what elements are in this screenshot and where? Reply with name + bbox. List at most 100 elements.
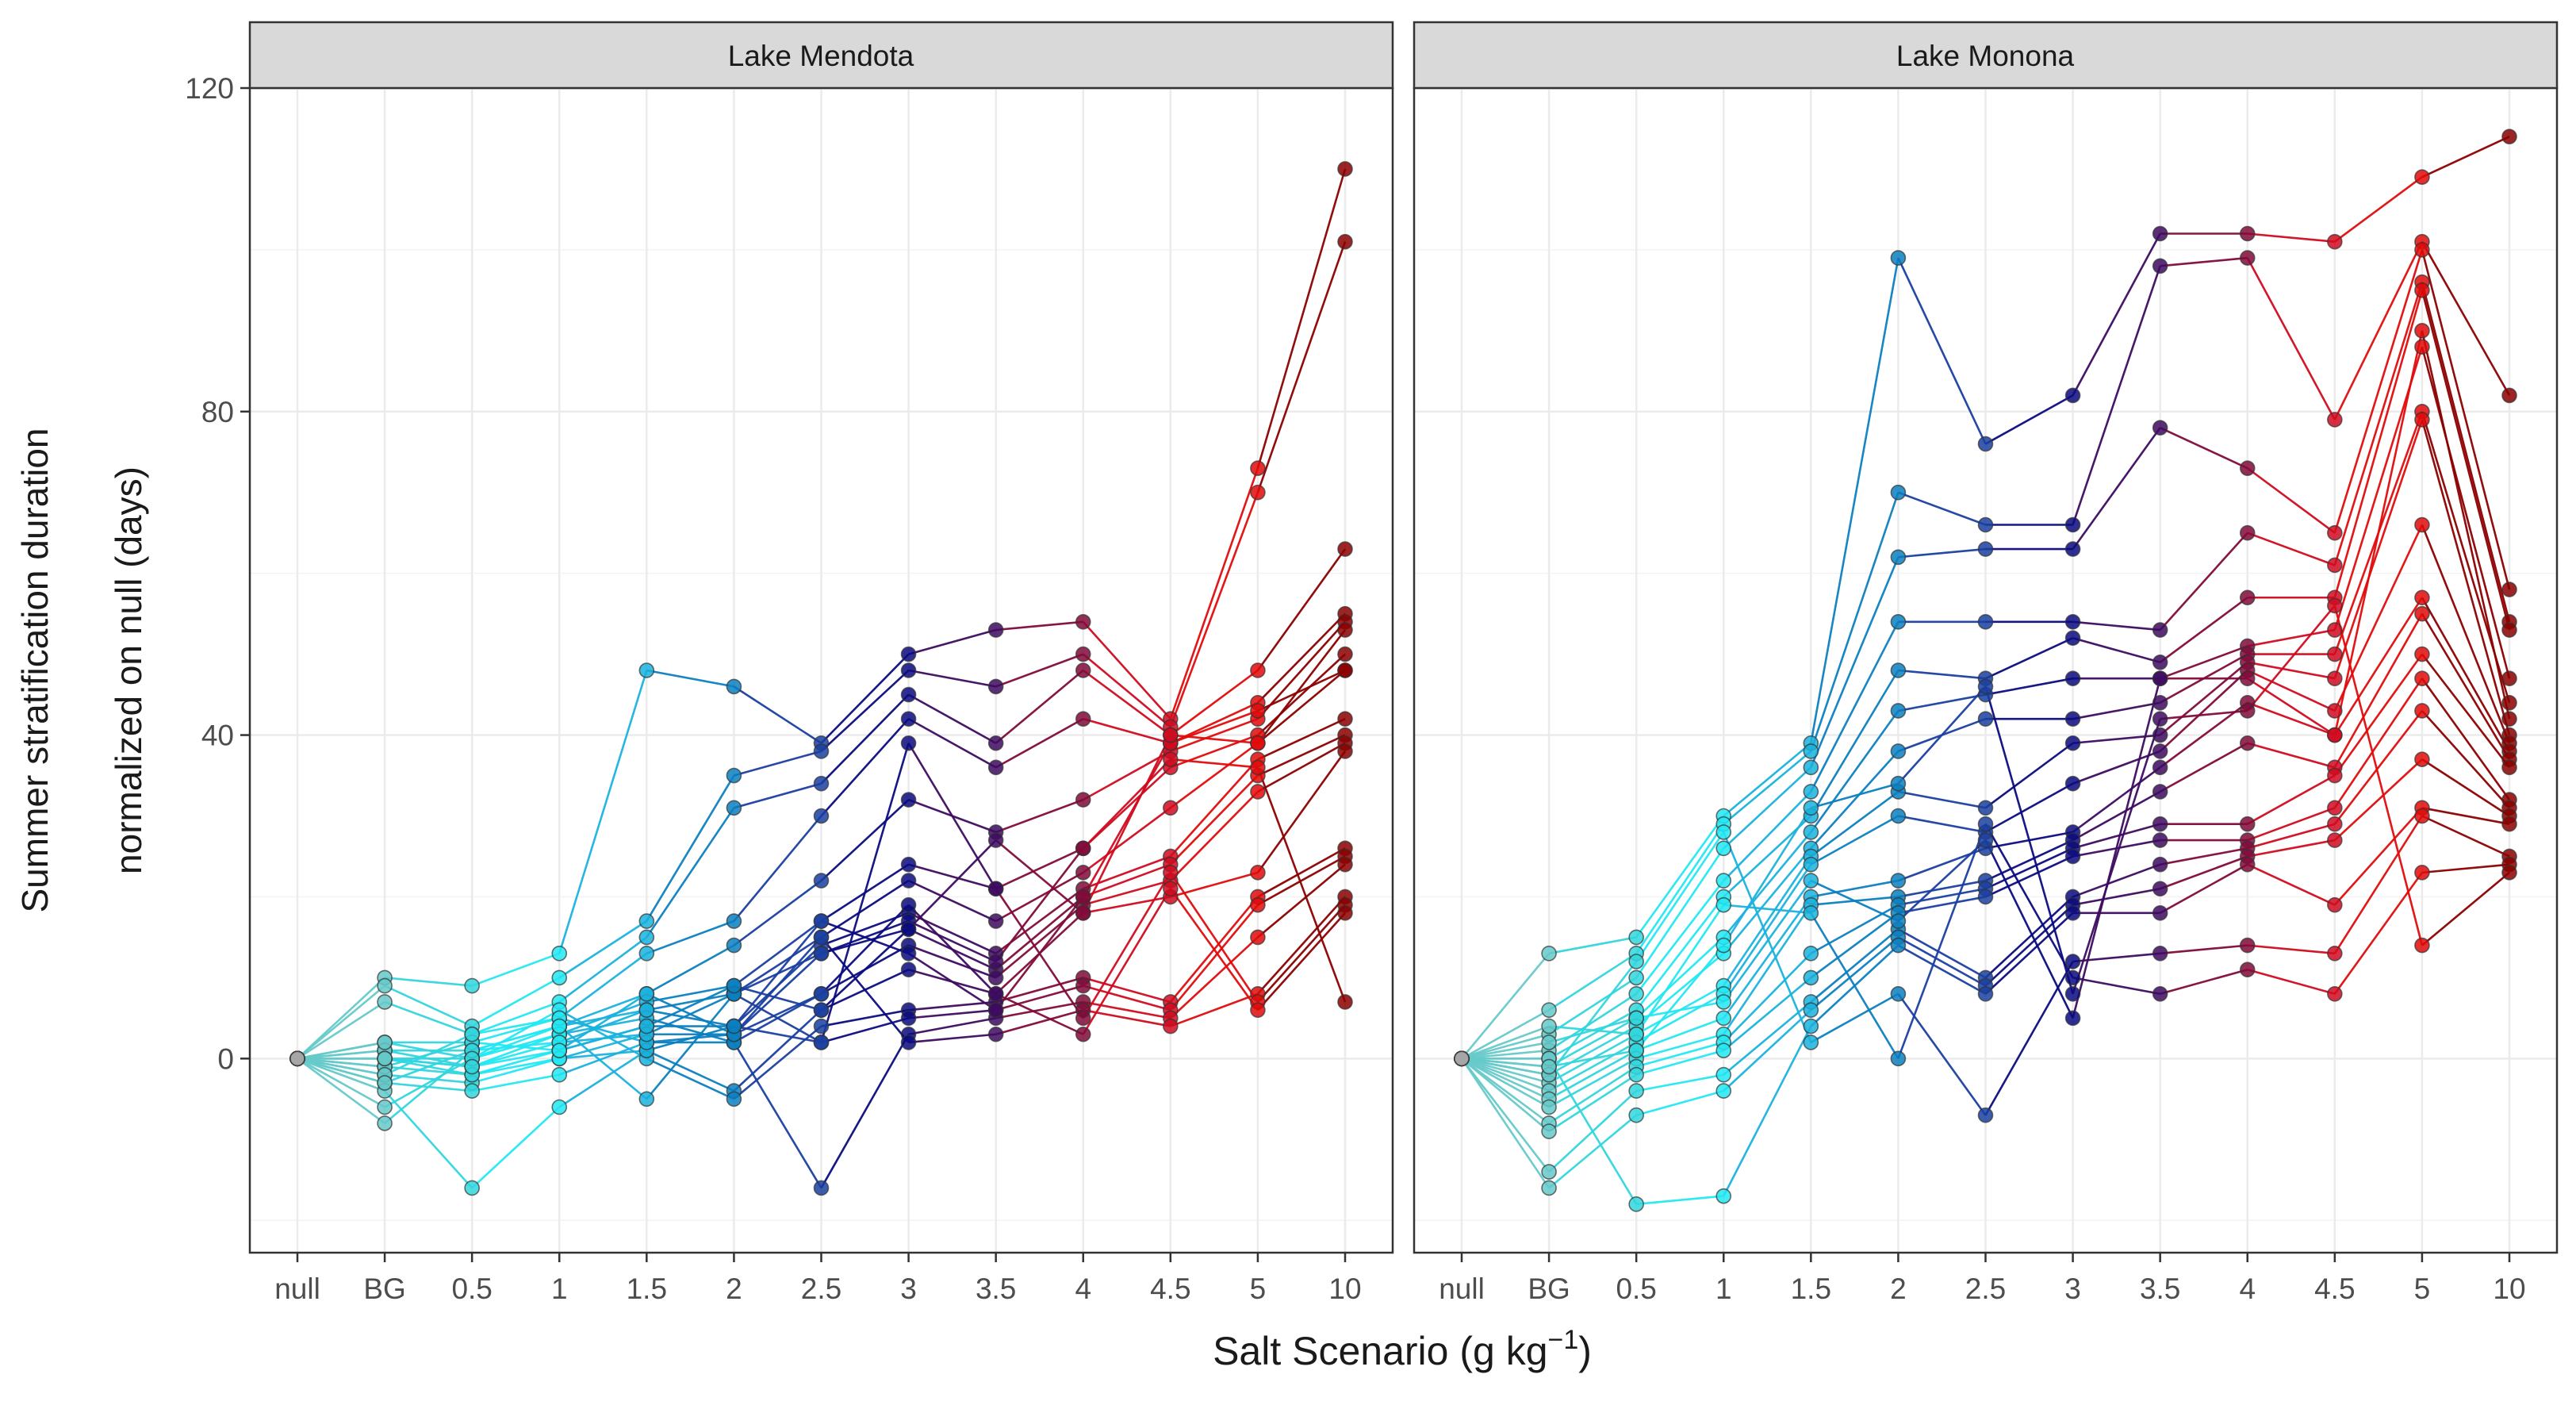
series-line	[907, 904, 997, 995]
data-point	[2501, 670, 2517, 686]
series-line	[1256, 766, 1347, 1003]
series-line	[471, 1025, 560, 1060]
data-point	[2152, 655, 2168, 670]
series-line	[2072, 232, 2161, 397]
series-line	[995, 896, 1084, 1011]
data-point	[551, 1018, 568, 1035]
data-point	[2152, 743, 2168, 759]
series-line	[1984, 394, 2074, 445]
series-line	[2160, 863, 2248, 914]
data-point	[2414, 412, 2430, 428]
data-point	[2239, 962, 2256, 977]
series-line	[2247, 839, 2336, 858]
series-line	[1897, 944, 1987, 995]
series-line	[1898, 693, 1986, 712]
data-point	[1075, 1026, 1091, 1042]
data-point	[2152, 225, 2168, 242]
series-line	[471, 1017, 560, 1036]
data-point	[1337, 541, 1353, 557]
data-point	[2501, 816, 2517, 832]
x-tick-label: 5	[2414, 1273, 2431, 1305]
series-line	[1635, 1017, 1724, 1052]
series-line	[908, 628, 997, 655]
data-point	[1163, 751, 1179, 767]
data-point	[900, 735, 917, 751]
series-line	[1723, 1025, 1812, 1197]
data-point	[1715, 873, 1732, 889]
data-point	[1337, 233, 1353, 250]
series-line	[471, 1073, 560, 1092]
data-point	[2414, 646, 2430, 662]
data-point	[2327, 412, 2343, 428]
series-line	[1985, 677, 2073, 696]
data-point	[2152, 985, 2168, 1002]
data-point	[2327, 985, 2343, 1002]
series-line	[1897, 685, 1987, 785]
series-line	[2333, 605, 2424, 946]
data-point	[900, 896, 917, 913]
series-line	[1984, 823, 2074, 979]
data-point	[1977, 436, 1994, 452]
series-line	[820, 693, 910, 785]
data-point	[1250, 484, 1266, 501]
data-point	[987, 985, 1004, 1002]
data-point	[551, 946, 568, 962]
data-point	[1803, 946, 1819, 962]
series-line	[1810, 790, 1899, 858]
data-point	[551, 969, 568, 986]
data-point	[2239, 524, 2256, 541]
x-tick-label: BG	[1528, 1273, 1570, 1305]
series-line	[384, 1058, 473, 1068]
series-line	[821, 927, 909, 955]
series-line	[733, 992, 822, 1044]
series-line	[1548, 1058, 1637, 1108]
series-line	[1897, 993, 1987, 1116]
data-point	[638, 929, 655, 946]
data-point	[2152, 670, 2168, 686]
series-line	[2333, 678, 2423, 809]
series-line	[471, 1058, 560, 1077]
series-line	[2160, 256, 2248, 267]
data-point	[2501, 582, 2517, 597]
series-line	[2160, 846, 2248, 866]
series-line	[1083, 879, 1171, 906]
series-line	[2072, 977, 2160, 996]
series-line	[2072, 766, 2161, 833]
series-line	[1257, 742, 1346, 793]
series-line	[1548, 1017, 1637, 1068]
data-point	[1890, 250, 1907, 266]
series-line	[1723, 766, 1812, 850]
series-line	[297, 1058, 385, 1084]
series-line	[2421, 330, 2511, 720]
series-line	[1810, 815, 1899, 866]
series-line	[995, 871, 1084, 923]
data-point	[813, 985, 830, 1002]
data-point	[2239, 816, 2256, 832]
data-point	[987, 913, 1004, 929]
data-point	[1541, 946, 1557, 962]
series-line	[1082, 743, 1171, 898]
data-point	[2414, 808, 2430, 824]
series-line	[2333, 807, 2423, 906]
series-line	[995, 839, 1084, 914]
data-point	[726, 800, 742, 816]
series-line	[1170, 734, 1259, 769]
series-line	[558, 936, 648, 1004]
series-line	[1461, 1058, 1550, 1108]
series-line	[995, 977, 1084, 1004]
series-line	[1547, 1058, 1638, 1205]
series-line	[646, 985, 734, 1004]
series-line	[1898, 896, 1986, 915]
series-line	[1169, 936, 1259, 1019]
data-point	[1890, 775, 1907, 792]
series-line	[1635, 896, 1725, 1011]
series-line	[384, 1041, 473, 1060]
series-line	[1984, 855, 2074, 898]
data-point	[1337, 743, 1353, 759]
series-line	[1635, 1041, 1724, 1068]
series-line	[1810, 936, 1899, 1012]
series-line	[1635, 815, 1725, 939]
series-line	[646, 1058, 734, 1100]
series-line	[820, 670, 910, 752]
x-tick-label: 4	[1075, 1273, 1091, 1305]
